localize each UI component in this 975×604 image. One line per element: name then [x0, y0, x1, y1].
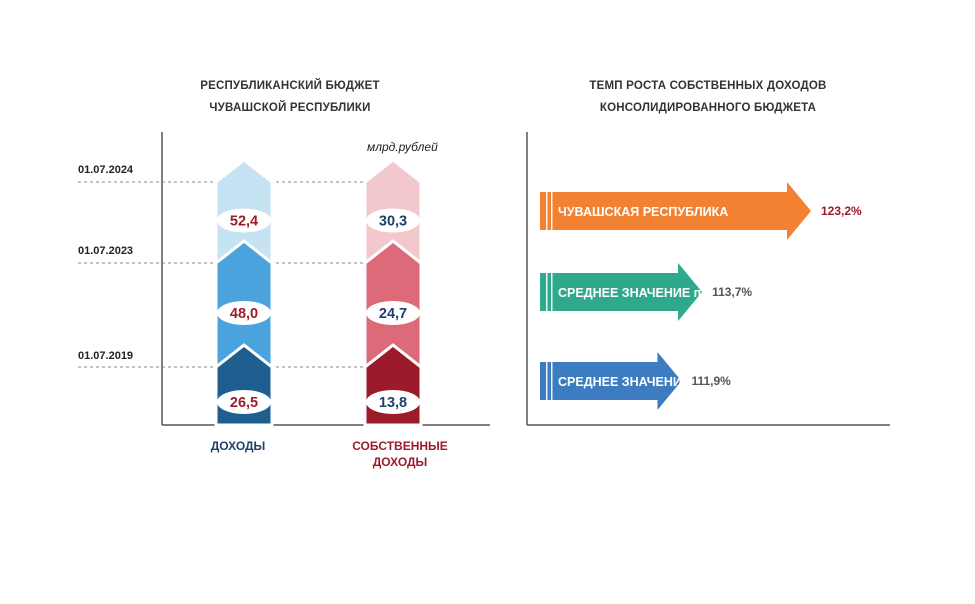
- value-label-sobst-2023: 24,7: [379, 306, 407, 322]
- unit-label: млрд.рублей: [367, 140, 438, 154]
- right-bars-group: ЧУВАШСКАЯ РЕСПУБЛИКА 123,2% СРЕДНЕЕ ЗНАЧЕН…: [540, 182, 862, 410]
- value-bubble-sobst-2019: [366, 390, 420, 414]
- left-title-line1: РЕСПУБЛИКАНСКИЙ БЮДЖЕТ: [200, 80, 380, 92]
- value-bubble-sobst-2024: [366, 208, 420, 233]
- value-bubble-dohody-2024: [217, 208, 271, 233]
- right-title-line1: ТЕМП РОСТА СОБСТВЕННЫХ ДОХОДОВ: [589, 80, 827, 92]
- arrow-stripe-1-0: [546, 273, 548, 311]
- date-label-2023: 01.07.2023: [78, 245, 134, 257]
- growth-value-0: 123,2%: [821, 204, 862, 218]
- arrow-stripe-2-1: [551, 362, 553, 400]
- left-bars-group: 26,5 48,0 52,4 13,8 24,7 30,3: [214, 158, 423, 427]
- category-sobstvennye-line2: ДОХОДЫ: [372, 455, 428, 469]
- value-bubble-sobst-2023: [366, 301, 420, 325]
- category-sobstvennye-line1: СОБСТВЕННЫЕ: [352, 439, 448, 453]
- growth-arrow-1: [540, 263, 703, 321]
- left-title-line2: ЧУВАШСКОЙ РЕСПУБЛИКИ: [209, 102, 371, 114]
- value-bubble-dohody-2023: [217, 301, 271, 325]
- growth-arrow-label-0: ЧУВАШСКАЯ РЕСПУБЛИКА: [558, 205, 728, 219]
- arrow-stripe-1-1: [551, 273, 553, 311]
- value-label-sobst-2019: 13,8: [379, 395, 407, 411]
- value-bubble-dohody-2019: [217, 390, 271, 414]
- date-label-2019: 01.07.2019: [78, 350, 134, 362]
- right-title-line2: КОНСОЛИДИРОВАННОГО БЮДЖЕТА: [599, 102, 817, 114]
- right-chart-title: ТЕМП РОСТА СОБСТВЕННЫХ ДОХОДОВ КОНСОЛИДИ…: [548, 75, 868, 119]
- growth-arrow-label-2: СРЕДНЕЕ ЗНАЧЕНИЕ по РФ: [558, 375, 731, 389]
- value-label-sobst-2024: 30,3: [379, 214, 407, 230]
- arrow-stripe-0-0: [546, 192, 548, 230]
- category-label-dohody: ДОХОДЫ: [188, 438, 288, 454]
- left-chart-title: РЕСПУБЛИКАНСКИЙ БЮДЖЕТ ЧУВАШСКОЙ РЕСПУБЛ…: [160, 75, 420, 119]
- category-label-sobstvennye: СОБСТВЕННЫЕ ДОХОДЫ: [335, 438, 465, 470]
- value-label-dohody-2024: 52,4: [230, 214, 258, 230]
- category-dohody-line1: ДОХОДЫ: [210, 439, 266, 453]
- value-label-dohody-2019: 26,5: [230, 395, 258, 411]
- arrow-stripe-2-0: [546, 362, 548, 400]
- date-label-2024: 01.07.2024: [78, 164, 134, 176]
- growth-arrow-label-1: СРЕДНЕЕ ЗНАЧЕНИЕ по ПФО: [558, 286, 742, 300]
- growth-value-1: 113,7%: [712, 285, 752, 299]
- growth-arrow-0: [540, 182, 811, 240]
- value-label-dohody-2023: 48,0: [230, 306, 258, 322]
- arrow-stripe-0-1: [551, 192, 553, 230]
- growth-value-2: 111,9%: [691, 374, 731, 388]
- growth-arrow-2: [540, 352, 682, 410]
